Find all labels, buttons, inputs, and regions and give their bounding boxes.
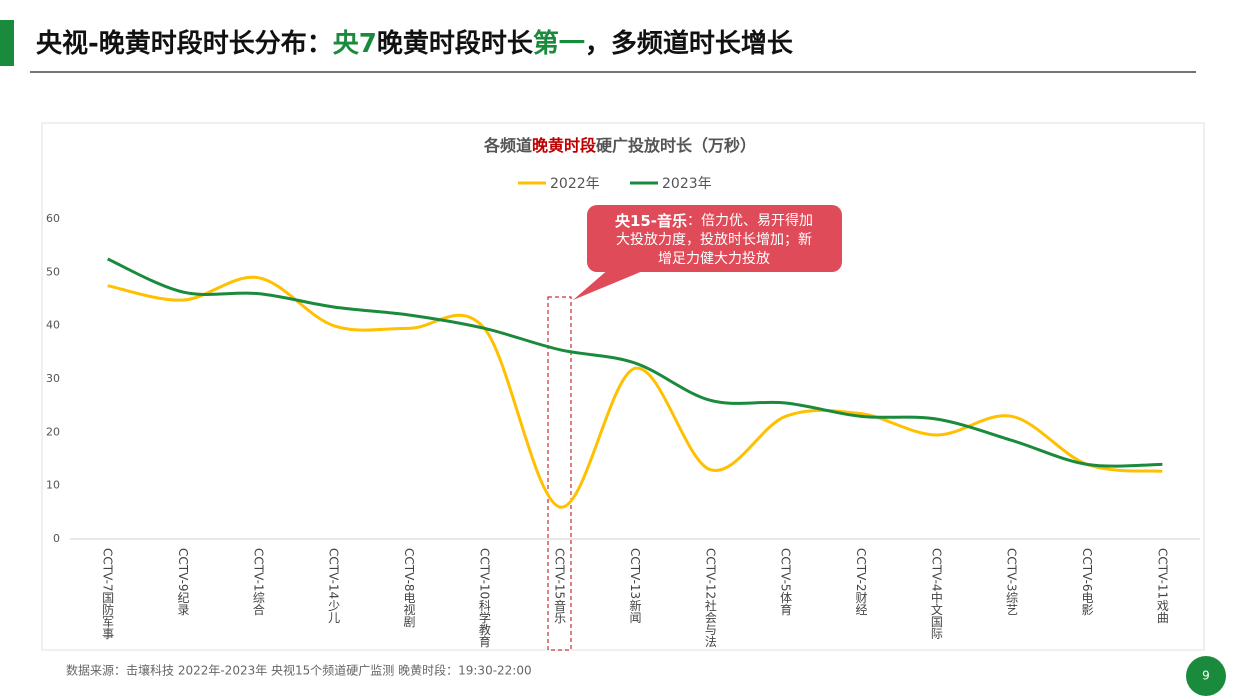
page-badge xyxy=(1186,656,1226,696)
x-tick-label: CCTV-15音乐 xyxy=(553,548,567,623)
x-tick-label: CCTV-9纪录 xyxy=(176,548,190,616)
x-tick-label: CCTV-3综艺 xyxy=(1005,548,1019,616)
x-tick-label: CCTV-4中文国际 xyxy=(929,548,943,640)
chart-title-part: 晚黄时段 xyxy=(532,136,597,155)
title-part: 央7 xyxy=(333,29,377,59)
callout-box xyxy=(587,205,842,272)
series-line xyxy=(107,257,1163,468)
callout-pointer xyxy=(573,268,650,300)
x-tick-label: CCTV-1综合 xyxy=(251,548,265,616)
callout-part: 央15-音乐 xyxy=(615,212,687,230)
title-part: ，多频道时长增长 xyxy=(585,28,794,59)
slide-title: 央视-晚黄时段时长分布：央7晚黄时段时长第一，多频道时长增长 xyxy=(36,28,794,59)
x-tick-label: CCTV-14少儿 xyxy=(327,548,341,624)
x-tick-label: CCTV-10科学教育 xyxy=(477,548,491,648)
title-accent xyxy=(0,20,14,66)
callout-part: ：倍力优、易开得加 xyxy=(687,212,813,229)
chart-frame xyxy=(41,122,1205,651)
y-tick-label: 40 xyxy=(46,319,60,332)
chart-title: 各频道晚黄时段硬广投放时长（万秒） xyxy=(483,136,756,155)
x-tick-label: CCTV-13新闻 xyxy=(628,548,642,623)
title-part: 第一 xyxy=(533,28,585,59)
legend-label: 2023年 xyxy=(662,176,712,192)
page-number: 9 xyxy=(1202,669,1210,683)
chart-title-part: 各频道 xyxy=(483,136,532,155)
x-tick-label: CCTV-5体育 xyxy=(779,548,793,616)
x-tick-label: CCTV-11戏曲 xyxy=(1155,548,1169,623)
highlight-box xyxy=(547,296,572,651)
x-tick-label: CCTV-2财经 xyxy=(854,548,868,616)
x-tick-label: CCTV-7国防军事 xyxy=(101,548,115,640)
callout-line: 大投放力度，投放时长增加；新 xyxy=(616,232,812,248)
x-tick-label: CCTV-12社会与法 xyxy=(703,548,717,647)
legend-label: 2022年 xyxy=(550,176,600,192)
callout-line: 央15-音乐：倍力优、易开得加 xyxy=(615,212,813,230)
chart-title-part: 硬广投放时长（万秒） xyxy=(596,136,756,155)
y-tick-label: 10 xyxy=(46,479,60,492)
y-tick-label: 50 xyxy=(46,265,60,278)
y-tick-label: 20 xyxy=(46,425,60,438)
y-tick-label: 30 xyxy=(46,372,60,385)
title-part: 晚黄时段时长 xyxy=(377,28,534,59)
x-tick-label: CCTV-8电视剧 xyxy=(402,548,416,628)
y-tick-label: 0 xyxy=(53,532,60,545)
y-tick-label: 60 xyxy=(46,212,60,225)
x-tick-label: CCTV-6电影 xyxy=(1080,548,1094,616)
footer-source: 数据来源：击壤科技 2022年-2023年 央视15个频道硬广监测 晚黄时段：1… xyxy=(66,663,532,678)
callout-line: 增足力健大力投放 xyxy=(658,251,770,267)
title-part: 央视-晚黄时段时长分布： xyxy=(36,28,333,59)
